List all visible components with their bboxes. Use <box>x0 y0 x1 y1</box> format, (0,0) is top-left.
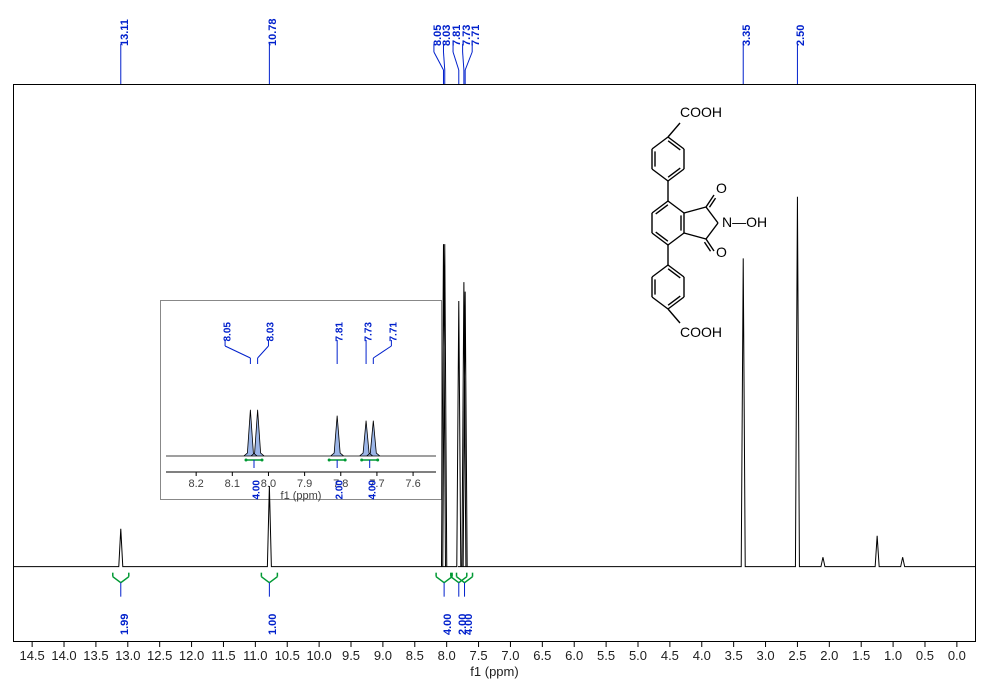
main-x-tick-6: 11.5 <box>211 648 235 663</box>
main-x-tick-22: 3.5 <box>725 648 743 663</box>
main-integral-1: 1.00 <box>267 613 279 634</box>
main-x-tick-15: 7.0 <box>501 648 519 663</box>
main-x-tick-24: 2.5 <box>788 648 806 663</box>
main-x-tick-18: 5.5 <box>597 648 615 663</box>
main-x-tick-2: 13.5 <box>83 648 108 663</box>
main-x-tick-13: 8.0 <box>438 648 456 663</box>
main-x-tick-16: 6.5 <box>533 648 551 663</box>
main-x-tick-5: 12.0 <box>179 648 204 663</box>
main-x-tick-7: 11.0 <box>243 648 267 663</box>
main-x-tick-17: 6.0 <box>565 648 583 663</box>
main-x-tick-25: 2.0 <box>820 648 838 663</box>
inset-peak-label-2: 7.81 <box>335 322 346 341</box>
nmr-figure: COOHOON—OHCOOH 14.514.013.513.012.512.01… <box>0 0 1000 693</box>
main-x-tick-14: 7.5 <box>470 648 488 663</box>
inset-plot-frame <box>160 300 442 500</box>
main-x-tick-0: 14.5 <box>19 648 44 663</box>
main-x-tick-27: 1.0 <box>884 648 902 663</box>
main-x-tick-28: 0.5 <box>916 648 934 663</box>
main-plot-frame <box>13 84 976 642</box>
main-x-tick-21: 4.0 <box>693 648 711 663</box>
inset-peak-label-3: 7.73 <box>364 322 375 341</box>
main-peak-label-6: 7.71 <box>470 25 482 46</box>
main-peak-label-0: 13.11 <box>119 19 131 46</box>
main-x-tick-29: 0.0 <box>948 648 966 663</box>
inset-peak-label-0: 8.05 <box>223 322 234 341</box>
main-x-tick-11: 9.0 <box>374 648 392 663</box>
inset-integral-1: 2.00 <box>335 480 346 499</box>
inset-integral-0: 4.00 <box>252 480 263 499</box>
main-x-tick-20: 4.5 <box>661 648 679 663</box>
inset-integral-2: 4.00 <box>367 480 378 499</box>
main-x-tick-4: 12.5 <box>147 648 172 663</box>
inset-x-tick-1: 8.1 <box>225 478 240 490</box>
main-peak-label-8: 2.50 <box>795 25 807 46</box>
inset-peak-label-4: 7.71 <box>389 322 400 341</box>
main-x-label: f1 (ppm) <box>470 664 518 679</box>
inset-x-label: f1 (ppm) <box>281 490 322 502</box>
main-x-tick-1: 14.0 <box>51 648 76 663</box>
main-integral-2: 4.00 <box>442 613 454 634</box>
main-x-tick-9: 10.0 <box>306 648 331 663</box>
main-x-tick-26: 1.5 <box>852 648 870 663</box>
main-integral-4: 4.00 <box>463 613 475 634</box>
main-x-tick-23: 3.0 <box>756 648 774 663</box>
main-x-tick-3: 13.0 <box>115 648 140 663</box>
main-x-tick-12: 8.5 <box>406 648 424 663</box>
inset-x-tick-3: 7.9 <box>297 478 312 490</box>
inset-x-tick-0: 8.2 <box>188 478 203 490</box>
inset-x-tick-2: 8.0 <box>261 478 276 490</box>
main-x-tick-8: 10.5 <box>275 648 300 663</box>
inset-x-tick-6: 7.6 <box>405 478 420 490</box>
main-peak-label-1: 10.78 <box>267 18 279 46</box>
inset-peak-label-1: 8.03 <box>266 322 277 341</box>
main-peak-label-7: 3.35 <box>741 25 753 46</box>
main-x-tick-10: 9.5 <box>342 648 360 663</box>
main-x-tick-19: 5.0 <box>629 648 647 663</box>
main-integral-0: 1.99 <box>119 613 131 634</box>
